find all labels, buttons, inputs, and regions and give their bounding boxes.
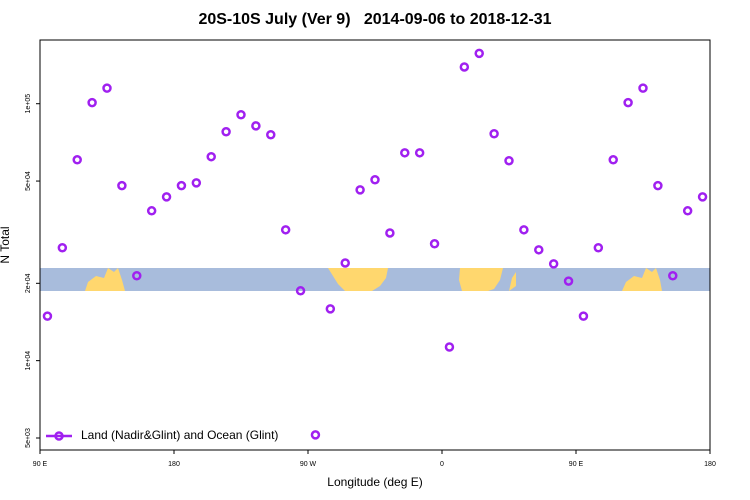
- x-tick-label: 0: [440, 461, 444, 468]
- land-shape: [509, 272, 516, 291]
- point: [221, 126, 231, 137]
- point: [117, 180, 127, 191]
- point: [236, 109, 246, 120]
- point: [504, 155, 514, 166]
- point: [280, 225, 291, 235]
- point: [161, 192, 172, 202]
- y-tick-label: 5e+03: [25, 428, 32, 448]
- y-tick-label: 5e+04: [25, 171, 32, 191]
- point: [310, 430, 321, 440]
- chart-title: 20S-10S July (Ver 9) 2014-09-06 to 2018-…: [198, 11, 551, 28]
- point: [400, 148, 410, 158]
- point: [444, 342, 455, 352]
- point: [519, 225, 529, 235]
- x-tick-label: 90 E: [33, 461, 48, 468]
- land-shape: [459, 268, 503, 291]
- point: [295, 286, 306, 296]
- point: [593, 243, 604, 253]
- point: [206, 151, 216, 162]
- land-shape: [328, 268, 388, 291]
- point: [87, 97, 97, 108]
- point: [385, 228, 395, 238]
- y-tick-label: 2e+04: [25, 273, 32, 293]
- point: [146, 206, 157, 216]
- y-tick-label: 1e+05: [25, 94, 32, 114]
- land-shape: [622, 268, 662, 291]
- point: [414, 148, 425, 158]
- point: [102, 83, 112, 93]
- point: [72, 155, 82, 165]
- point: [548, 259, 559, 269]
- point: [251, 121, 261, 131]
- y-axis-label: N Total: [0, 226, 12, 263]
- point: [191, 178, 202, 188]
- point: [132, 271, 142, 281]
- x-axis-label: Longitude (deg E): [327, 475, 422, 489]
- point: [325, 304, 336, 314]
- point: [489, 129, 499, 139]
- point: [429, 239, 440, 249]
- legend-marker: [54, 431, 64, 441]
- point: [42, 311, 53, 321]
- point: [668, 271, 678, 281]
- point: [176, 180, 187, 191]
- point: [697, 192, 708, 202]
- point: [370, 174, 380, 185]
- point: [623, 97, 633, 108]
- x-tick-label: 180: [168, 461, 180, 468]
- x-tick-label: 90 E: [569, 461, 584, 468]
- y-tick-label: 1e+04: [25, 351, 32, 371]
- point: [266, 130, 276, 140]
- point: [653, 180, 663, 191]
- point: [578, 311, 589, 321]
- point: [608, 155, 618, 165]
- legend-label: Land (Nadir&Glint) and Ocean (Glint): [81, 428, 278, 442]
- point: [563, 276, 574, 286]
- x-tick-label: 180: [704, 461, 716, 468]
- point: [459, 62, 470, 72]
- point: [682, 206, 693, 216]
- point: [57, 243, 68, 253]
- point: [534, 245, 544, 255]
- point: [474, 48, 484, 59]
- point: [355, 185, 365, 195]
- plot-frame: [39, 39, 711, 451]
- land-ocean-band: [40, 268, 710, 291]
- land-shape: [85, 268, 125, 291]
- point: [638, 83, 648, 93]
- x-tick-label: 90 W: [300, 461, 317, 468]
- point: [340, 258, 350, 268]
